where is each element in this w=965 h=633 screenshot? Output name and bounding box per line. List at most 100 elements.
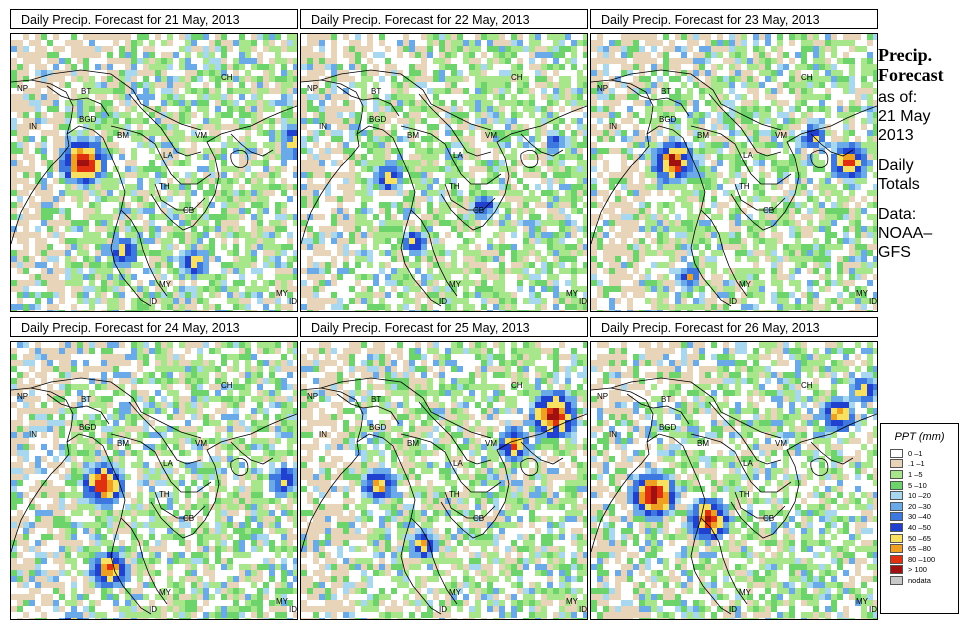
country-label: BM [407,131,419,140]
legend-item: nodata [881,575,958,586]
country-label: BM [697,439,709,448]
panel-title: Daily Precip. Forecast for 22 May, 2013 [300,9,588,29]
country-label: IN [319,430,327,439]
country-label: CB [183,206,194,215]
legend-item: 20 –30 [881,501,958,512]
country-label: BT [661,87,671,96]
precip-map: CH NP BT IN BGD BM VM LA TH CB MY ID MY ID [300,33,588,312]
legend-label: 1 –5 [908,469,923,479]
panel-title: Daily Precip. Forecast for 25 May, 2013 [300,317,588,337]
country-label: IN [609,122,617,131]
legend-swatch [890,554,903,564]
legend-item: .1 –1 [881,459,958,470]
country-label: NP [597,84,608,93]
country-label: NP [307,392,318,401]
legend-item: 10 –20 [881,490,958,501]
legend-label: 20 –30 [908,501,931,511]
country-label: BM [697,131,709,140]
country-label: CB [763,514,774,523]
panel-title: Daily Precip. Forecast for 23 May, 2013 [590,9,878,29]
country-label: MY [276,289,289,298]
data-source-line2: NOAA– [878,225,933,242]
legend-swatch [890,469,903,479]
legend-item: 0 –1 [881,448,958,459]
country-label: CB [473,514,484,523]
legend-label: 30 –40 [908,512,931,522]
precip-map: CH NP BT IN BGD BM VM LA TH CB MY ID MY ID [10,33,298,312]
country-label: MY [566,289,579,298]
country-label: IN [609,430,617,439]
country-label: BM [407,439,419,448]
panel-title: Daily Precip. Forecast for 21 May, 2013 [10,9,298,29]
country-label: BGD [659,115,677,124]
legend-swatch [890,480,903,490]
country-label: CB [183,514,194,523]
country-label: CH [221,73,233,82]
legend-label: 10 –20 [908,491,931,501]
country-label: CH [221,381,233,390]
sidebar-heading-line2: Forecast [878,65,944,85]
legend-label: 50 –65 [908,533,931,543]
legend-swatch [890,575,903,585]
legend-item: 40 –50 [881,522,958,533]
country-label: LA [743,151,753,160]
country-label: LA [163,151,173,160]
precip-legend: PPT (mm) 0 –1.1 –1 1 –5 5 –10 10 –20 20 –30 3… [880,423,959,614]
legend-rows: 0 –1.1 –1 1 –5 5 –10 10 –20 20 –30 30 –40 40 –… [881,448,958,586]
precip-map: CH NP BT IN BGD BM VM LA TH CB MY ID MY ID [590,341,878,620]
country-label: BT [371,87,381,96]
country-label: ID [729,605,737,614]
country-label: CH [511,381,523,390]
legend-swatch [890,501,903,511]
country-label: VM [775,439,787,448]
legend-label: 0 –1 [908,448,923,458]
legend-item: 30 –40 [881,512,958,523]
country-label: NP [307,84,318,93]
country-label: TH [449,182,460,191]
sidebar-info: Precip. Forecast as of: 21 May 2013 Dail… [878,45,963,262]
data-source-line1: Data: [878,206,917,223]
country-label: MY [276,597,289,606]
country-label: MY [159,280,172,289]
country-label: VM [195,131,207,140]
country-label: TH [449,490,460,499]
country-label: MY [739,588,752,597]
country-label: NP [17,84,28,93]
legend-item: 50 –65 [881,533,958,544]
panel-title: Daily Precip. Forecast for 26 May, 2013 [590,317,878,337]
asof-label: as of: [878,89,918,106]
country-label: ID [149,297,157,306]
legend-label: 65 –80 [908,544,931,554]
legend-swatch [890,544,903,554]
data-source-line3: GFS [878,244,911,261]
country-label: TH [739,490,750,499]
country-label: CB [763,206,774,215]
country-label: BGD [79,423,97,432]
country-label: ID [439,605,447,614]
country-label: BM [117,439,129,448]
legend-label: .1 –1 [908,459,925,469]
legend-swatch [890,533,903,543]
country-label: LA [453,459,463,468]
country-label: VM [775,131,787,140]
country-label: BGD [79,115,97,124]
country-label: IN [319,122,327,131]
legend-swatch [890,522,903,532]
country-label: TH [159,490,170,499]
country-label: LA [743,459,753,468]
country-label: MY [449,588,462,597]
legend-label: > 100 [908,565,927,575]
country-label: ID [579,297,587,306]
legend-swatch [890,491,903,501]
legend-label: 5 –10 [908,480,927,490]
country-label: VM [485,439,497,448]
legend-item: 65 –80 [881,543,958,554]
legend-item: 80 –100 [881,554,958,565]
totals-line2: Totals [878,176,920,193]
legend-title: PPT (mm) [894,431,945,443]
legend-swatch [890,565,903,575]
country-label: CB [473,206,484,215]
country-label: MY [566,597,579,606]
